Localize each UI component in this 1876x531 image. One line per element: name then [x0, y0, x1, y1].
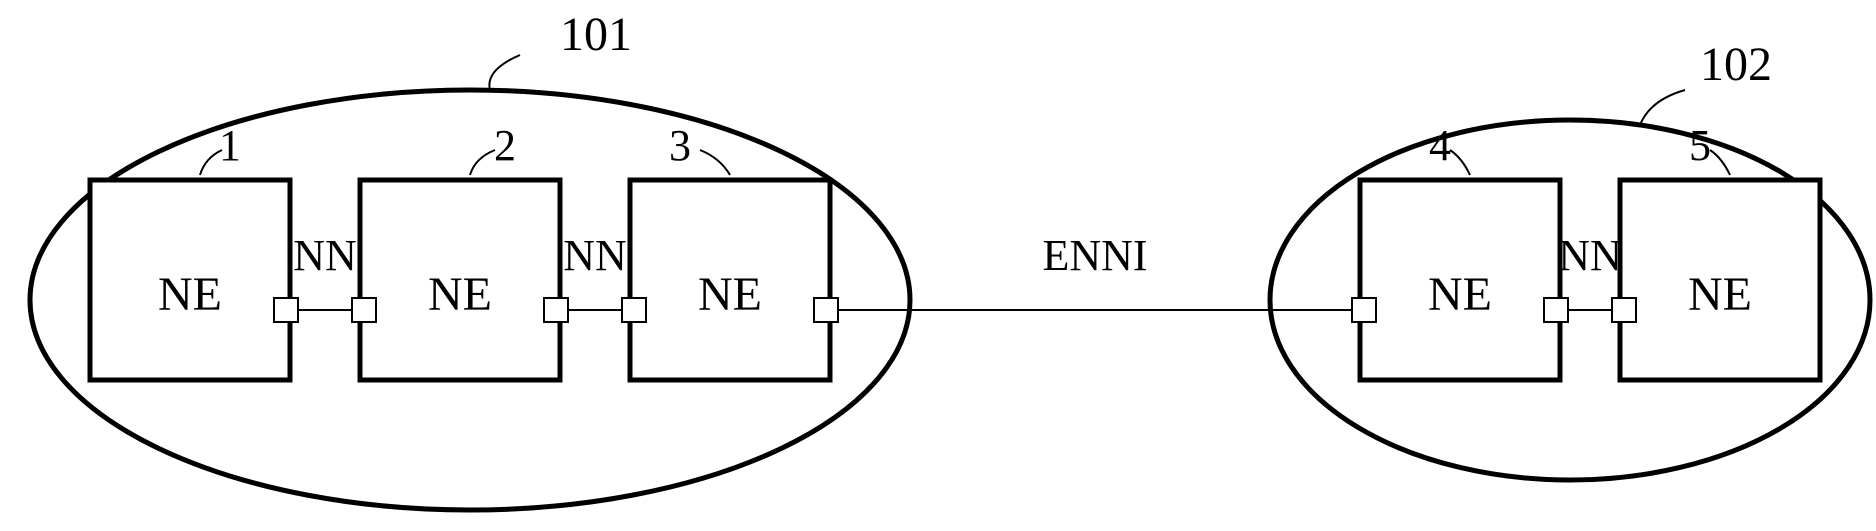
node-id-1: 1	[219, 121, 241, 170]
node-id-3: 3	[669, 121, 691, 170]
port-4-right	[1544, 298, 1568, 322]
node-id-leader-4	[1450, 150, 1470, 175]
group-leader-101	[489, 55, 520, 90]
port-1-right	[274, 298, 298, 322]
node-label-4: NE	[1428, 268, 1492, 321]
port-4-left	[1352, 298, 1376, 322]
node-id-leader-5	[1710, 150, 1730, 175]
node-label-3: NE	[698, 268, 762, 321]
link-label-2: ENNI	[1042, 231, 1147, 280]
port-3-right	[814, 298, 838, 322]
port-3-left	[622, 298, 646, 322]
node-id-leader-3	[700, 150, 730, 175]
port-2-right	[544, 298, 568, 322]
node-label-1: NE	[158, 268, 222, 321]
node-id-4: 4	[1429, 121, 1451, 170]
node-label-2: NE	[428, 268, 492, 321]
node-id-5: 5	[1689, 121, 1711, 170]
group-leader-102	[1640, 90, 1685, 125]
node-id-2: 2	[494, 121, 516, 170]
port-2-left	[352, 298, 376, 322]
group-label-101: 101	[560, 8, 632, 61]
network-diagram: INNIINNIENNIINNINENENENENE12345101102	[0, 0, 1876, 531]
port-5-left	[1612, 298, 1636, 322]
group-label-102: 102	[1700, 38, 1772, 91]
node-id-leader-2	[470, 150, 495, 175]
node-label-5: NE	[1688, 268, 1752, 321]
